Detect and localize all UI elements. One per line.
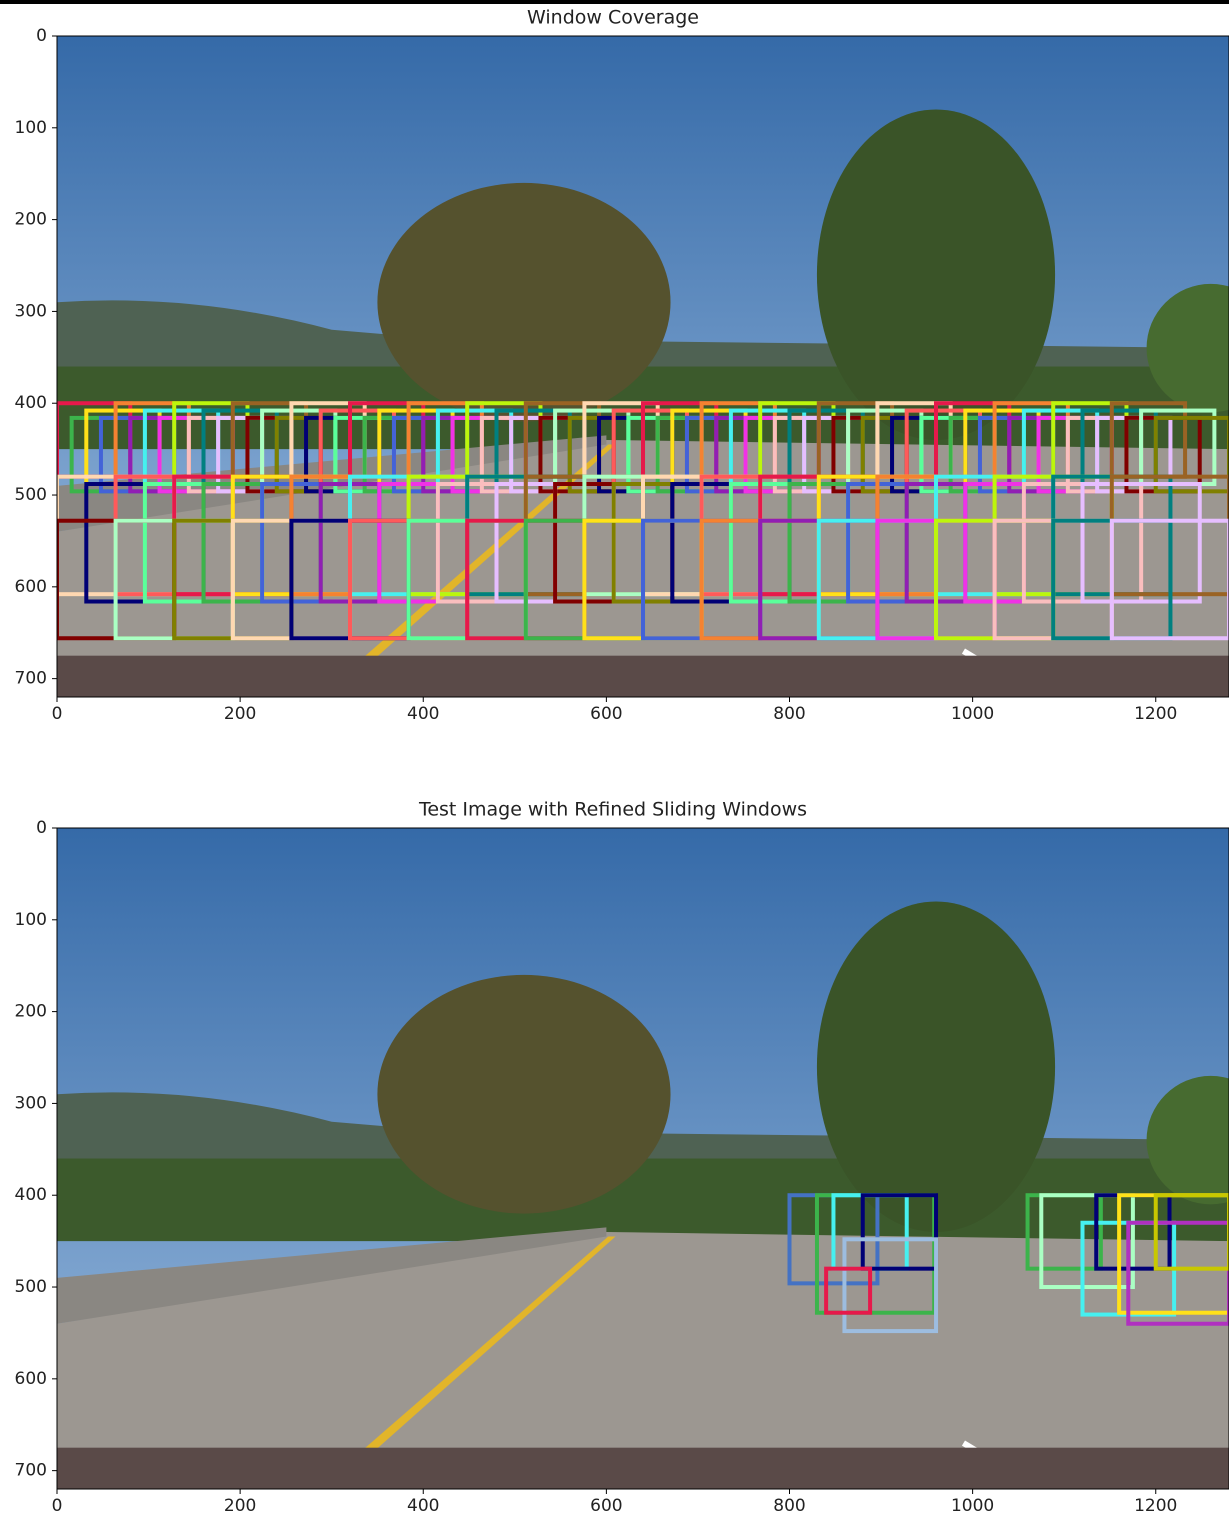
image: [57, 36, 1229, 697]
lane-line: [317, 1236, 616, 1489]
y-tick-label: 0: [36, 818, 47, 838]
axes-frame: [56, 35, 1229, 698]
x-tick-label: 1200: [1134, 1496, 1177, 1516]
x-tick-label: 1000: [951, 1496, 994, 1516]
y-tick-label: 700: [15, 1461, 47, 1481]
x-tick-label: 0: [52, 1496, 63, 1516]
shadow: [57, 1447, 1229, 1489]
x-tick-label: 400: [407, 704, 439, 724]
axes-frame: [56, 827, 1229, 1490]
y-tick-label: 400: [15, 1185, 47, 1205]
y-tick-label: 100: [15, 118, 47, 138]
top-border: [0, 0, 1229, 4]
x-tick-label: 200: [224, 704, 256, 724]
chart-title: Window Coverage: [527, 7, 699, 29]
tree: [1146, 283, 1229, 413]
window: [1153, 1193, 1229, 1271]
shadow: [57, 655, 1229, 697]
tree: [816, 901, 1056, 1232]
x-tick-label: 600: [590, 704, 622, 724]
y-tick-label: 500: [15, 485, 47, 505]
y-tick-label: 500: [15, 1277, 47, 1297]
y-tick-label: 200: [15, 1002, 47, 1022]
window: [1039, 1193, 1135, 1290]
y-tick-label: 300: [15, 1093, 47, 1113]
treeline: [57, 1158, 1229, 1242]
tree: [1146, 1075, 1229, 1205]
window: [1153, 415, 1229, 494]
window: [860, 1193, 939, 1271]
window: [842, 1237, 939, 1334]
image: [57, 828, 1229, 1489]
tree: [377, 182, 671, 422]
x-tick-label: 0: [52, 704, 63, 724]
y-tick-label: 600: [15, 1369, 47, 1389]
x-tick-label: 800: [773, 704, 805, 724]
window: [1080, 482, 1202, 604]
x-tick-label: 800: [773, 1496, 805, 1516]
tree: [816, 109, 1056, 440]
barrier: [57, 1227, 607, 1324]
window: [1126, 1220, 1229, 1326]
chart-title: Test Image with Refined Sliding Windows: [418, 799, 807, 821]
x-tick-label: 400: [407, 1496, 439, 1516]
y-tick-label: 600: [15, 577, 47, 597]
y-tick-label: 700: [15, 669, 47, 689]
window: [824, 1266, 873, 1315]
x-tick-label: 1000: [951, 704, 994, 724]
y-tick-label: 100: [15, 910, 47, 930]
x-tick-label: 600: [590, 1496, 622, 1516]
x-tick-label: 200: [224, 1496, 256, 1516]
tree: [377, 974, 671, 1214]
y-tick-label: 200: [15, 210, 47, 230]
y-tick-label: 300: [15, 301, 47, 321]
y-tick-label: 400: [15, 393, 47, 413]
x-tick-label: 1200: [1134, 704, 1177, 724]
y-tick-label: 0: [36, 26, 47, 46]
window: [1109, 518, 1229, 641]
